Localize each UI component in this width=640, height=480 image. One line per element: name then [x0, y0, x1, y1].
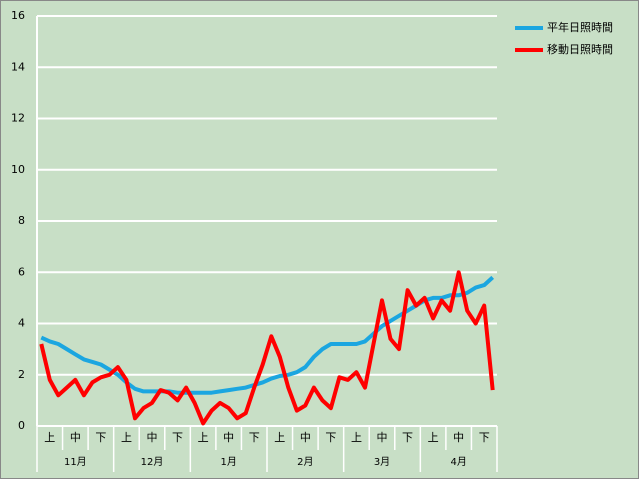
y-tick-label: 14 — [11, 60, 25, 73]
y-tick-label: 8 — [18, 214, 25, 227]
x-tick-label: 上 — [198, 431, 209, 444]
x-tick-label: 中 — [70, 431, 81, 444]
x-tick-label: 中 — [300, 431, 311, 444]
x-tick-label: 上 — [274, 431, 285, 444]
y-tick-label: 16 — [11, 9, 25, 22]
x-tick-label: 下 — [479, 431, 490, 444]
legend-label: 平年日照時間 — [547, 20, 613, 34]
x-tick-label: 下 — [402, 431, 413, 444]
x-tick-label: 上 — [351, 431, 362, 444]
y-tick-label: 12 — [11, 112, 25, 125]
group-label: 2月 — [297, 456, 313, 468]
group-label: 12月 — [141, 456, 164, 468]
x-tick-label: 下 — [325, 431, 336, 444]
y-tick-label: 0 — [18, 419, 25, 432]
x-tick-label: 上 — [44, 431, 55, 444]
x-tick-label: 下 — [95, 431, 106, 444]
y-tick-label: 6 — [18, 265, 25, 278]
group-label: 4月 — [450, 456, 466, 468]
x-tick-label: 中 — [377, 431, 388, 444]
group-label: 3月 — [374, 456, 390, 468]
legend-label: 移動日照時間 — [547, 42, 613, 56]
x-tick-label: 下 — [172, 431, 183, 444]
series-line — [39, 270, 495, 426]
x-tick-label: 中 — [453, 431, 464, 444]
x-tick-label: 上 — [121, 431, 132, 444]
y-tick-label: 2 — [18, 368, 25, 381]
x-tick-label: 中 — [147, 431, 158, 444]
x-tick-label: 下 — [249, 431, 260, 444]
x-tick-label: 中 — [223, 431, 234, 444]
y-tick-label: 4 — [18, 317, 25, 330]
group-label: 1月 — [220, 456, 236, 468]
y-tick-label: 10 — [11, 163, 25, 176]
x-tick-label: 上 — [428, 431, 439, 444]
group-label: 11月 — [64, 456, 87, 468]
